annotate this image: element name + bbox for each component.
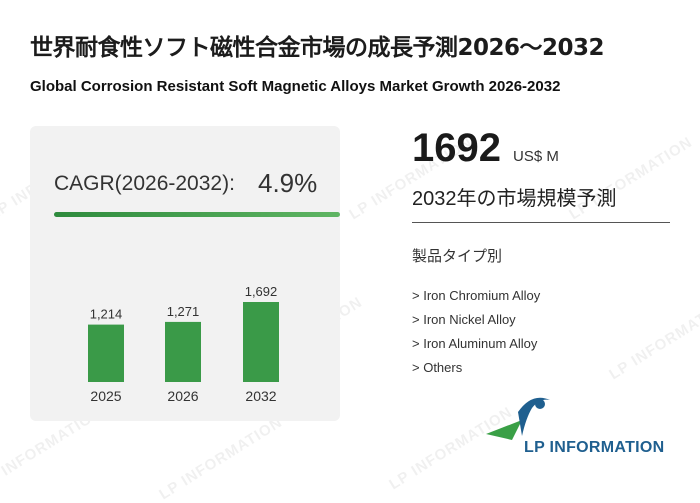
market-size-value: 1692 — [412, 126, 501, 170]
cagr-label: CAGR(2026-2032): — [54, 172, 235, 195]
bar-2025 — [88, 324, 124, 382]
market-size-unit: US$ M — [513, 148, 559, 165]
segment-item: > Iron Aluminum Alloy — [412, 336, 538, 351]
market-size-caption: 2032年の市場規模予測 — [412, 188, 617, 210]
divider — [412, 222, 670, 223]
cagr-underline — [54, 212, 340, 217]
segment-item: > Others — [412, 360, 463, 375]
logo-swoosh-icon — [486, 420, 522, 440]
x-tick-label: 2032 — [245, 388, 276, 404]
data-label: 1,271 — [167, 304, 200, 319]
logo-figure-icon — [518, 397, 550, 436]
watermark: LP INFORMATION — [156, 413, 286, 503]
page-title: 世界耐食性ソフト磁性合金市場の成長予測2026～2032 — [30, 35, 605, 61]
cagr-value: 4.9% — [258, 168, 318, 198]
logo-text: LP INFORMATION — [524, 439, 665, 456]
data-label: 1,692 — [245, 284, 278, 299]
segment-item: > Iron Nickel Alloy — [412, 312, 516, 327]
x-tick-label: 2025 — [90, 388, 121, 404]
segment-list: > Iron Chromium Alloy > Iron Nickel Allo… — [412, 288, 540, 384]
data-label: 1,214 — [90, 307, 123, 322]
lp-information-logo — [486, 397, 550, 440]
bar-chart: 1,214 2025 1,271 2026 1,692 2032 — [88, 284, 279, 404]
page-subtitle: Global Corrosion Resistant Soft Magnetic… — [30, 78, 561, 95]
chart-panel: CAGR(2026-2032): 4.9% 1,214 2025 1,271 2026… — [30, 126, 340, 421]
segment-item: > Iron Chromium Alloy — [412, 288, 541, 303]
logo-head-icon — [535, 399, 545, 409]
watermark: LP INFORMATION — [606, 293, 700, 384]
x-tick-label: 2026 — [167, 388, 198, 404]
bar-2032 — [243, 302, 279, 382]
bar-2026 — [165, 321, 201, 382]
segment-title: 製品タイプ別 — [412, 248, 503, 265]
